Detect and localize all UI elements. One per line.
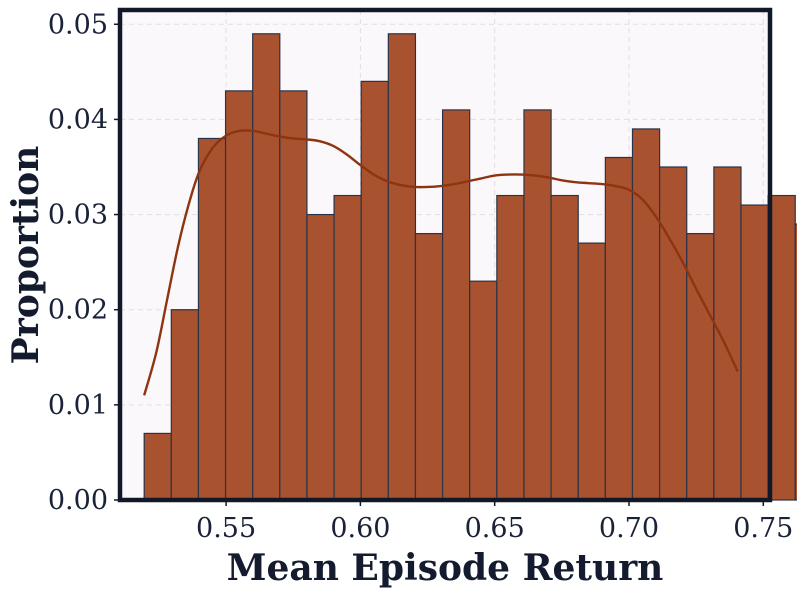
histogram-bar — [441, 109, 471, 501]
axes-frame — [117, 7, 773, 503]
histogram-bar — [686, 232, 715, 501]
histogram-bar — [197, 137, 227, 501]
histogram-bar — [360, 80, 389, 501]
histogram-bar — [306, 213, 335, 501]
histogram-bar — [713, 166, 742, 501]
y-axis-title: Proportion — [5, 146, 47, 365]
histogram-bar — [496, 194, 525, 501]
histogram-bar — [279, 90, 308, 501]
histogram-bar — [414, 232, 444, 501]
histogram-bar — [252, 33, 281, 501]
y-tick-label: 0.01 — [48, 390, 108, 421]
x-tick-label: 0.75 — [733, 513, 793, 544]
histogram-bar — [170, 309, 200, 501]
histogram-bar — [387, 33, 417, 501]
histogram-bar — [550, 194, 579, 501]
y-axis-ticks: 0.00 0.01 0.02 0.03 0.04 0.05 — [48, 9, 120, 516]
histogram-bar — [767, 194, 796, 501]
histogram-bar — [577, 242, 606, 501]
histogram-bar — [469, 280, 498, 501]
x-axis-ticks: 0.55 0.60 0.65 0.70 0.75 — [196, 500, 793, 544]
x-tick-label: 0.60 — [330, 513, 390, 544]
y-tick-label: 0.02 — [48, 295, 108, 326]
x-tick-label: 0.55 — [196, 513, 256, 544]
histogram-bar — [143, 432, 172, 501]
y-tick-label: 0.00 — [48, 485, 108, 516]
histogram-bar — [794, 223, 797, 501]
histogram-bar — [740, 204, 769, 501]
histogram-bar — [333, 194, 362, 501]
x-tick-label: 0.65 — [465, 513, 525, 544]
histogram-bar — [631, 128, 661, 501]
y-tick-label: 0.04 — [48, 104, 108, 135]
y-tick-label: 0.03 — [48, 200, 108, 231]
histogram-bars — [143, 33, 797, 501]
histogram-bar — [604, 156, 634, 501]
histogram-bar — [659, 166, 688, 501]
histogram-bar — [523, 109, 552, 501]
histogram-bar — [224, 90, 254, 501]
kde-curve — [143, 129, 739, 396]
y-tick-label: 0.05 — [48, 9, 108, 40]
x-tick-label: 0.70 — [599, 513, 659, 544]
x-axis-title: Mean Episode Return — [227, 547, 664, 589]
